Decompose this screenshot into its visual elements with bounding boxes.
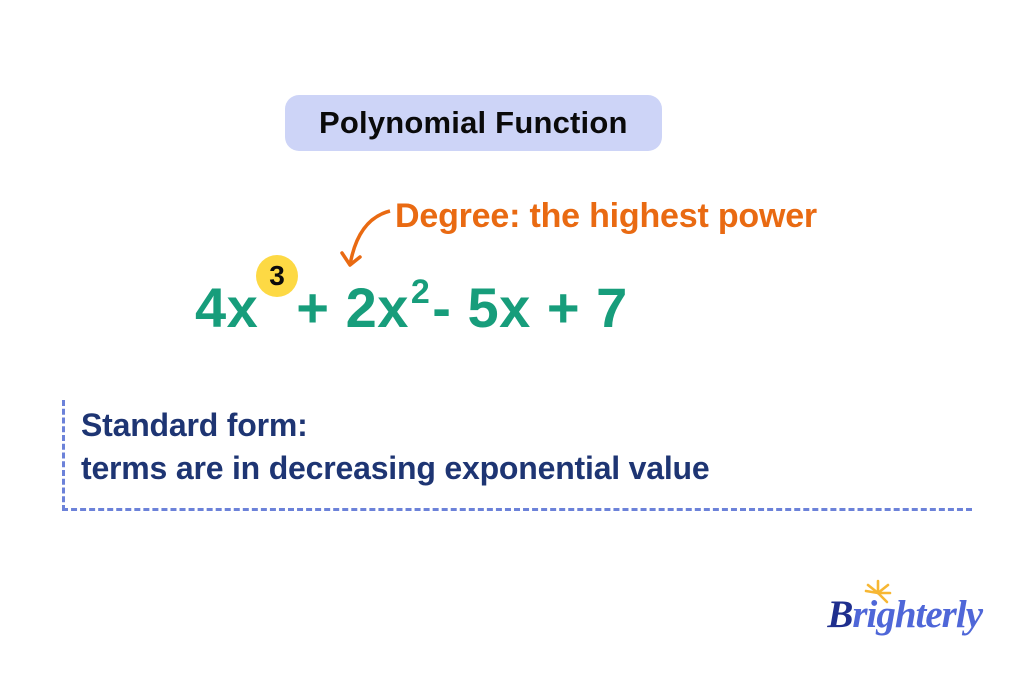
degree-annotation: Degree: the highest power [395,197,817,236]
polynomial-expression: 4x3+ 2x2- 5x + 7 [195,275,628,340]
degree-highlight-circle: 3 [256,255,298,297]
op-minus: - [432,276,467,339]
info-line-1: Standard form: [81,404,972,447]
brand-logo: Brighterly [827,592,982,637]
logo-letter-b: B [827,593,852,636]
info-line-2: terms are in decreasing exponential valu… [81,447,972,490]
op-plus-1: + [296,276,345,339]
term-3: 5x [468,276,531,339]
title-badge: Polynomial Function [285,95,662,151]
term-2-coef: 2x [346,276,409,339]
constant-term: 7 [596,276,628,339]
op-plus-2: + [531,276,596,339]
standard-form-note: Standard form: terms are in decreasing e… [62,400,972,511]
term-2-exp: 2 [411,273,430,311]
sun-icon [863,578,893,608]
term-1-coef: 4x [195,276,258,339]
